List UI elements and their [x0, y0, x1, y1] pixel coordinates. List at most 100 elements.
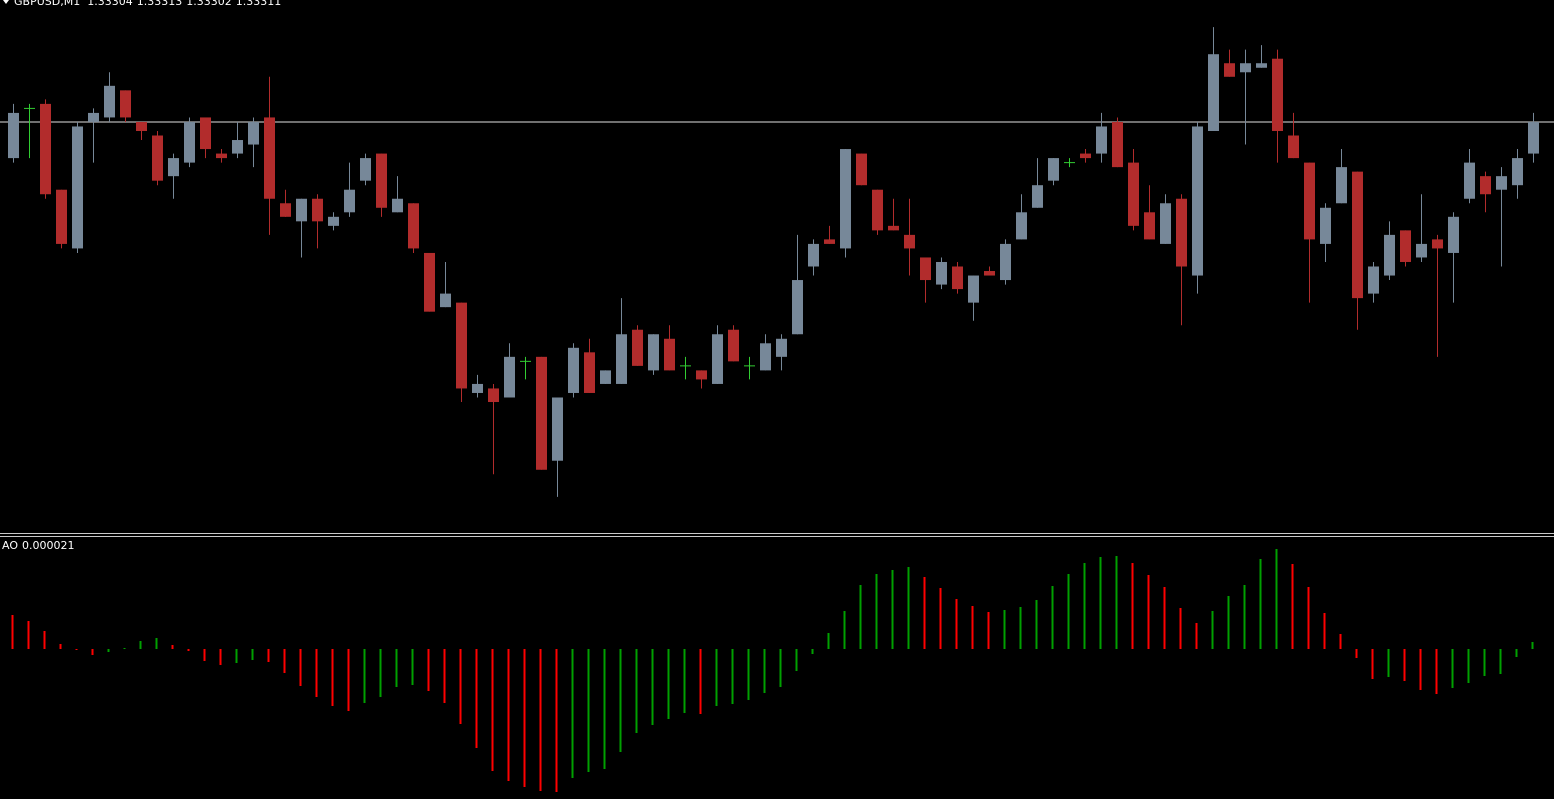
candle-body — [1160, 203, 1171, 244]
candle-body — [312, 198, 323, 222]
open-price: 1.33304 — [87, 0, 133, 8]
candle-body — [264, 117, 275, 199]
candle-body — [376, 153, 387, 208]
candle-body — [440, 293, 451, 308]
candle-body — [776, 338, 787, 357]
candle-body — [472, 383, 483, 393]
candle-body — [1304, 162, 1315, 240]
close-price: 1.33311 — [236, 0, 282, 8]
candle-body — [280, 203, 291, 217]
collapse-arrow[interactable] — [3, 0, 9, 4]
candle-body — [648, 334, 659, 371]
candle-body — [56, 189, 67, 244]
candle-body — [1352, 171, 1363, 299]
candle-body — [712, 334, 723, 384]
candle-body — [728, 329, 739, 362]
candle-body — [584, 352, 595, 393]
candle-body — [552, 397, 563, 461]
candle-body — [248, 121, 259, 145]
candle-body — [920, 257, 931, 281]
candle-body — [888, 225, 899, 231]
candle-body — [1336, 167, 1347, 204]
candle-body — [1144, 212, 1155, 240]
candle-body — [1416, 243, 1427, 258]
candle-body — [1192, 126, 1203, 276]
candle-body — [136, 121, 147, 131]
candle-body — [904, 234, 915, 249]
candle-body — [120, 90, 131, 118]
candle-body — [872, 189, 883, 231]
candle-body — [632, 329, 643, 366]
candle-body — [1016, 212, 1027, 240]
candle-body — [8, 112, 19, 159]
candle-body — [1096, 126, 1107, 154]
candle-body — [1512, 158, 1523, 186]
candle-body — [1464, 162, 1475, 199]
candle-body — [536, 356, 547, 470]
candle-body — [1112, 121, 1123, 168]
candle-body — [1496, 176, 1507, 190]
candle-body — [696, 370, 707, 380]
candle-body — [1080, 153, 1091, 159]
candle-body — [616, 334, 627, 384]
candle-body — [424, 252, 435, 312]
candle-body — [1320, 207, 1331, 244]
candle-body — [856, 153, 867, 186]
candle-body — [40, 103, 51, 195]
candle-body — [840, 149, 851, 249]
candle-body — [1048, 158, 1059, 181]
candle-body — [952, 266, 963, 290]
candle-body — [296, 198, 307, 222]
candle-body — [824, 239, 835, 244]
candle-body — [328, 216, 339, 226]
candle-body — [1128, 162, 1139, 226]
candle-body — [568, 347, 579, 393]
candle-body — [488, 388, 499, 403]
candle-body — [408, 203, 419, 249]
candle-body — [984, 271, 995, 276]
candle-body — [152, 135, 163, 181]
candle-body — [88, 112, 99, 122]
candle-body — [1432, 239, 1443, 249]
candle-body — [600, 370, 611, 384]
candle-body — [760, 343, 771, 371]
candle-body — [1032, 185, 1043, 208]
candle-body — [1288, 135, 1299, 159]
chart-header: GBPUSD,M1 1.33304 1.33313 1.33302 1.33311 — [14, 0, 281, 8]
candle-body — [792, 280, 803, 335]
candle-body — [1256, 63, 1267, 68]
candle-body — [936, 261, 947, 285]
candle-body — [392, 198, 403, 213]
indicator-name: AO — [2, 539, 18, 552]
candle-body — [1208, 54, 1219, 131]
candle-body — [1400, 230, 1411, 262]
candle-body — [232, 140, 243, 154]
candle-body — [808, 243, 819, 267]
candle-body — [1448, 216, 1459, 253]
high-price: 1.33313 — [137, 0, 183, 8]
candle-body — [1272, 58, 1283, 131]
candle-body — [168, 158, 179, 177]
candle-body — [504, 356, 515, 398]
low-price: 1.33302 — [186, 0, 232, 8]
candle-body — [1480, 176, 1491, 195]
candle-body — [216, 153, 227, 159]
candle-body — [1240, 63, 1251, 73]
candle-body — [664, 338, 675, 371]
candle-body — [1176, 198, 1187, 267]
candle-body — [1224, 63, 1235, 77]
candle-body — [200, 117, 211, 150]
symbol-title: GBPUSD,M1 — [14, 0, 80, 8]
candle-body — [456, 302, 467, 389]
indicator-label: AO 0.000021 — [2, 539, 75, 552]
candle-body — [104, 85, 115, 118]
candle-body — [344, 189, 355, 213]
candle-body — [1528, 121, 1539, 154]
indicator-value: 0.000021 — [22, 539, 75, 552]
candle-body — [1368, 266, 1379, 294]
candle-body — [184, 121, 195, 163]
candle-body — [72, 126, 83, 249]
candle-body — [1384, 234, 1395, 276]
